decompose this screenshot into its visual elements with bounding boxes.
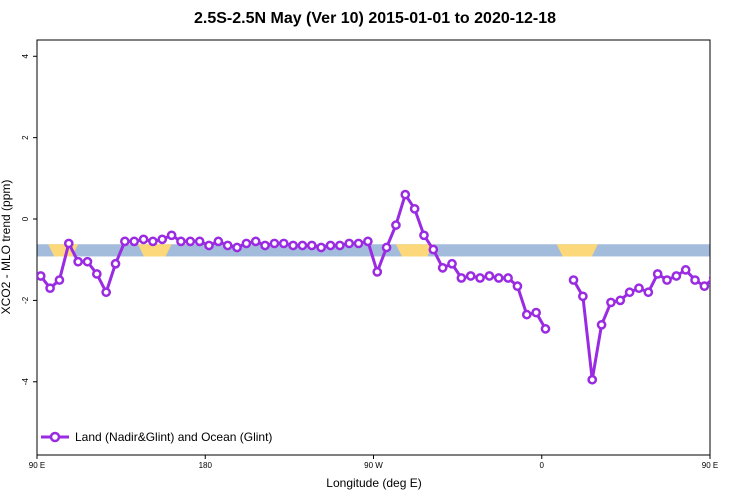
data-point bbox=[578, 291, 588, 302]
data-point bbox=[297, 240, 308, 251]
data-point bbox=[232, 242, 242, 253]
data-point bbox=[615, 295, 626, 306]
data-point bbox=[409, 203, 420, 214]
y-tick-label: -2 bbox=[21, 296, 30, 304]
data-point bbox=[157, 234, 168, 245]
data-point bbox=[185, 236, 196, 247]
data-point bbox=[719, 285, 726, 292]
data-point bbox=[250, 236, 261, 247]
data-point bbox=[447, 258, 457, 269]
data-point bbox=[45, 283, 55, 294]
data-point bbox=[690, 275, 700, 285]
data-point bbox=[484, 271, 495, 281]
data-point bbox=[400, 189, 411, 200]
data-point bbox=[419, 230, 429, 241]
data-point bbox=[568, 275, 579, 285]
data-point bbox=[194, 236, 205, 247]
data-point bbox=[316, 242, 327, 253]
data-point bbox=[381, 242, 392, 253]
data-point bbox=[503, 273, 513, 283]
data-point bbox=[353, 238, 364, 249]
data-point bbox=[363, 236, 373, 247]
y-tick-label: 2 bbox=[21, 135, 30, 140]
data-point bbox=[101, 287, 112, 298]
x-tick-label: 90 W bbox=[364, 461, 383, 470]
x-tick-label: 90 E bbox=[702, 461, 718, 470]
series-line bbox=[572, 268, 710, 382]
data-point bbox=[475, 273, 485, 283]
data-point bbox=[166, 230, 177, 241]
data-point bbox=[729, 276, 736, 283]
data-point bbox=[213, 236, 224, 247]
data-point bbox=[662, 275, 672, 285]
data-point bbox=[288, 240, 298, 251]
land-band-segment bbox=[556, 244, 598, 257]
x-axis-label: Longitude (deg E) bbox=[326, 476, 421, 490]
data-point bbox=[596, 319, 607, 330]
data-point bbox=[335, 240, 345, 251]
series-layer bbox=[37, 189, 745, 385]
data-point bbox=[652, 269, 663, 279]
data-point bbox=[325, 240, 336, 251]
x-axis: 90 E 180 90 W 0 90 E bbox=[29, 455, 718, 470]
data-point bbox=[91, 269, 102, 279]
x-tick-label: 0 bbox=[540, 461, 545, 470]
data-point bbox=[465, 271, 476, 281]
data-point bbox=[428, 244, 439, 255]
data-point bbox=[37, 271, 46, 281]
data-point bbox=[82, 256, 93, 267]
y-tick-label: 4 bbox=[21, 54, 30, 59]
y-axis: 4 2 0 -2 -4 bbox=[21, 54, 37, 386]
data-point bbox=[138, 234, 149, 245]
data-point bbox=[624, 287, 635, 298]
data-point bbox=[738, 240, 745, 247]
data-point bbox=[344, 238, 355, 249]
data-point bbox=[587, 374, 598, 385]
y-tick-label: -4 bbox=[21, 378, 30, 386]
data-point bbox=[120, 236, 130, 247]
data-point bbox=[456, 273, 467, 283]
data-point bbox=[606, 297, 616, 308]
y-axis-label: XCO2 - MLO trend (ppm) bbox=[0, 180, 13, 315]
data-point bbox=[222, 240, 233, 251]
data-point bbox=[73, 256, 83, 267]
data-point bbox=[269, 238, 280, 249]
data-point bbox=[531, 307, 541, 318]
data-point bbox=[643, 287, 654, 298]
data-point bbox=[708, 274, 710, 282]
land-band-segment bbox=[395, 244, 434, 257]
data-point bbox=[278, 238, 289, 249]
chart-title: 2.5S-2.5N May (Ver 10) 2015-01-01 to 202… bbox=[194, 10, 556, 27]
data-point bbox=[129, 236, 140, 247]
data-point bbox=[540, 324, 551, 334]
data-point bbox=[241, 238, 252, 249]
data-point bbox=[176, 236, 186, 247]
data-point bbox=[634, 283, 644, 294]
data-point bbox=[680, 265, 691, 275]
data-point bbox=[260, 240, 270, 251]
data-point bbox=[437, 262, 448, 273]
data-point bbox=[63, 238, 74, 249]
legend: Land (Nadir&Glint) and Ocean (Glint) bbox=[41, 430, 272, 444]
data-point bbox=[148, 236, 158, 247]
data-point bbox=[306, 240, 317, 251]
data-point bbox=[521, 309, 532, 320]
data-point bbox=[493, 273, 504, 283]
legend-marker-swatch bbox=[49, 431, 61, 443]
x-tick-label: 180 bbox=[199, 461, 213, 470]
data-point bbox=[204, 240, 214, 251]
land-band-segment bbox=[137, 244, 172, 257]
legend-label: Land (Nadir&Glint) and Ocean (Glint) bbox=[75, 430, 272, 444]
data-point bbox=[391, 220, 401, 230]
data-point bbox=[699, 281, 710, 292]
data-point bbox=[372, 267, 383, 277]
data-point bbox=[110, 258, 121, 269]
data-point bbox=[512, 281, 523, 292]
data-point bbox=[54, 275, 65, 285]
x-tick-label: 90 E bbox=[29, 461, 45, 470]
y-tick-label: 0 bbox=[21, 216, 30, 221]
data-point bbox=[671, 271, 682, 281]
